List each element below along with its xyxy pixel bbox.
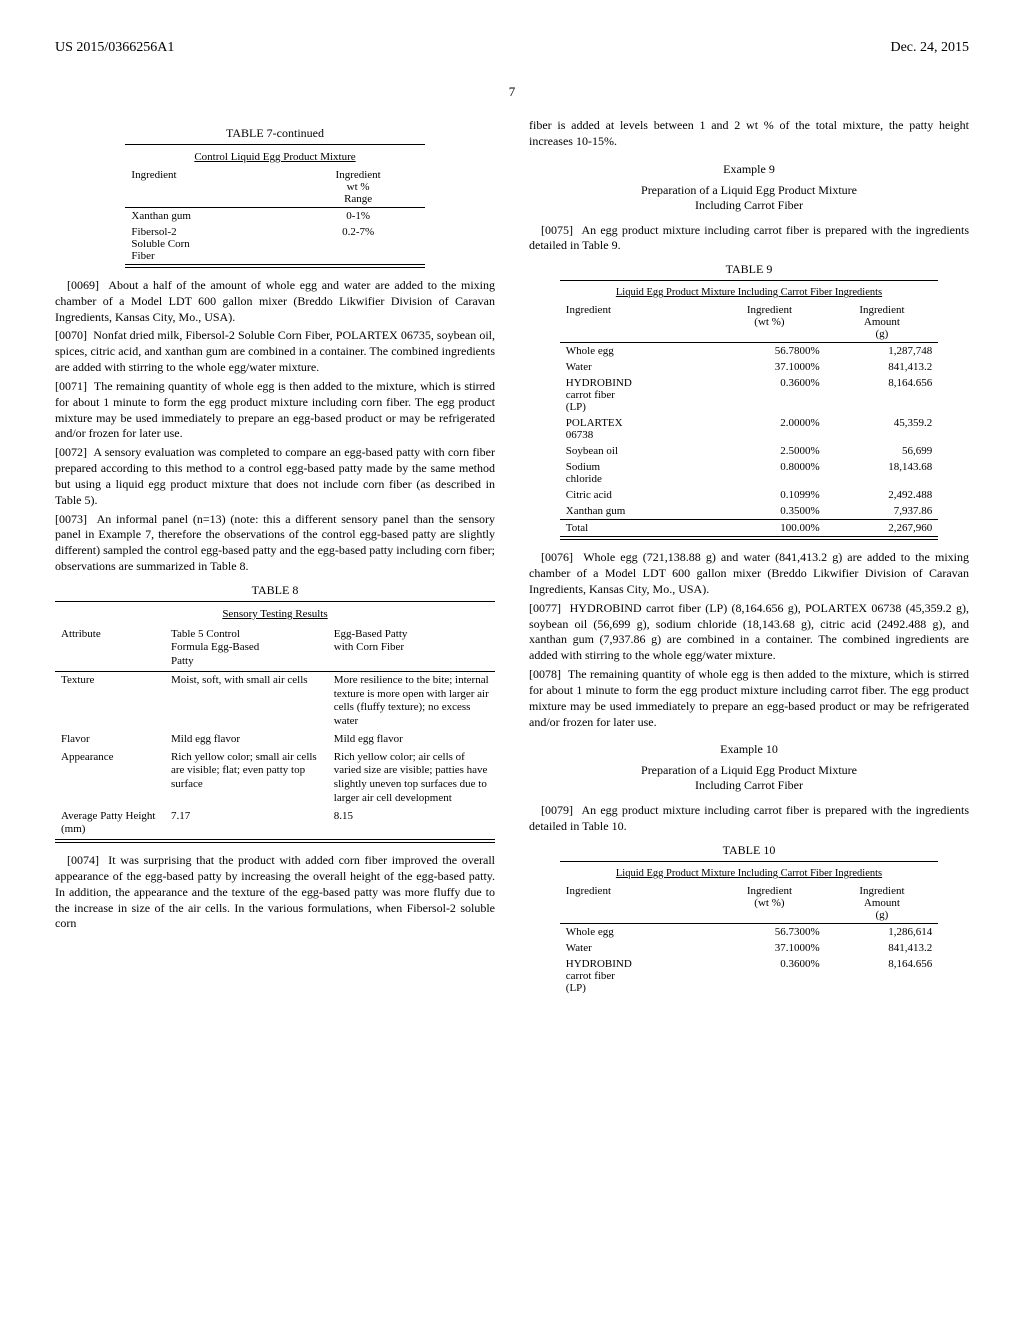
table-row: Appearance Rich yellow color; small air … (55, 749, 495, 808)
table10-subtitle: Liquid Egg Product Mixture Including Car… (560, 864, 938, 883)
paragraph-0079: [0079] An egg product mixture including … (529, 803, 969, 835)
paragraph-0073: [0073] An informal panel (n=13) (note: t… (55, 512, 495, 575)
table8-col-fiber: Egg-Based Patty with Corn Fiber (328, 626, 495, 672)
table-row: POLARTEX 067382.0000%45,359.2 (560, 415, 938, 443)
page-header: US 2015/0366256A1 Dec. 24, 2015 (55, 40, 969, 56)
paragraph-0069: [0069] About a half of the amount of who… (55, 278, 495, 325)
left-column: TABLE 7-continued Control Liquid Egg Pro… (55, 118, 495, 1006)
table-row: HYDROBIND carrot fiber (LP)0.3600%8,164.… (560, 956, 938, 996)
table8: Sensory Testing Results Attribute Table … (55, 601, 495, 843)
paragraph-0070: [0070] Nonfat dried milk, Fibersol-2 Sol… (55, 328, 495, 375)
publication-number: US 2015/0366256A1 (55, 40, 174, 56)
table10-col-ingredient: Ingredient (560, 883, 713, 924)
table-row: Whole egg56.7300%1,286,614 (560, 924, 938, 941)
table7-subtitle: Control Liquid Egg Product Mixture (125, 147, 424, 167)
table7-caption: TABLE 7-continued (55, 126, 495, 141)
table-row: Whole egg56.7800%1,287,748 (560, 343, 938, 360)
table8-caption: TABLE 8 (55, 583, 495, 598)
content-columns: TABLE 7-continued Control Liquid Egg Pro… (55, 118, 969, 1006)
table9-col-wt: Ingredient (wt %) (713, 302, 825, 343)
paragraph-0075: [0075] An egg product mixture including … (529, 223, 969, 255)
table9-total: Total100.00%2,267,960 (560, 520, 938, 537)
example10-title: Example 10 (529, 742, 969, 757)
table7-col-range: Ingredient wt % Range (292, 167, 425, 208)
paragraph-0078: [0078] The remaining quantity of whole e… (529, 667, 969, 730)
paragraph-0071: [0071] The remaining quantity of whole e… (55, 379, 495, 442)
page-number: 7 (55, 84, 969, 100)
table-row: Citric acid0.1099%2,492.488 (560, 487, 938, 503)
right-column: fiber is added at levels between 1 and 2… (529, 118, 969, 1006)
example9-title: Example 9 (529, 162, 969, 177)
table-row: Soybean oil2.5000%56,699 (560, 443, 938, 459)
example10-subtitle: Preparation of a Liquid Egg Product Mixt… (529, 763, 969, 793)
table-row: Sodium chloride0.8000%18,143.68 (560, 459, 938, 487)
table-row: Water37.1000%841,413.2 (560, 940, 938, 956)
table9-subtitle: Liquid Egg Product Mixture Including Car… (560, 283, 938, 302)
table9-caption: TABLE 9 (529, 262, 969, 277)
table-row: Fibersol-2 Soluble Corn Fiber 0.2-7% (125, 224, 424, 265)
table-row: HYDROBIND carrot fiber (LP)0.3600%8,164.… (560, 375, 938, 415)
table9-col-amt: Ingredient Amount (g) (826, 302, 939, 343)
paragraph-0072: [0072] A sensory evaluation was complete… (55, 445, 495, 508)
paragraph-0074: [0074] It was surprising that the produc… (55, 853, 495, 932)
table10-caption: TABLE 10 (529, 843, 969, 858)
paragraph-0076: [0076] Whole egg (721,138.88 g) and wate… (529, 550, 969, 597)
table-row: Texture Moist, soft, with small air cell… (55, 671, 495, 731)
table9: Liquid Egg Product Mixture Including Car… (560, 280, 938, 540)
table-row: Average Patty Height (mm) 7.17 8.15 (55, 808, 495, 840)
table9-col-ingredient: Ingredient (560, 302, 713, 343)
table10: Liquid Egg Product Mixture Including Car… (560, 861, 938, 996)
table8-col-attr: Attribute (55, 626, 165, 672)
table7-col-ingredient: Ingredient (125, 167, 291, 208)
continuation-text: fiber is added at levels between 1 and 2… (529, 118, 969, 150)
publication-date: Dec. 24, 2015 (890, 40, 969, 56)
table8-col-control: Table 5 Control Formula Egg-Based Patty (165, 626, 328, 672)
table-row: Water37.1000%841,413.2 (560, 359, 938, 375)
table7: Control Liquid Egg Product Mixture Ingre… (125, 144, 424, 268)
table-row: Flavor Mild egg flavor Mild egg flavor (55, 731, 495, 749)
example9-subtitle: Preparation of a Liquid Egg Product Mixt… (529, 183, 969, 213)
table10-col-amt: Ingredient Amount (g) (826, 883, 939, 924)
table-row: Xanthan gum 0-1% (125, 208, 424, 225)
table8-subtitle: Sensory Testing Results (55, 604, 495, 626)
paragraph-0077: [0077] HYDROBIND carrot fiber (LP) (8,16… (529, 601, 969, 664)
table-row: Xanthan gum0.3500%7,937.86 (560, 503, 938, 520)
table10-col-wt: Ingredient (wt %) (713, 883, 825, 924)
